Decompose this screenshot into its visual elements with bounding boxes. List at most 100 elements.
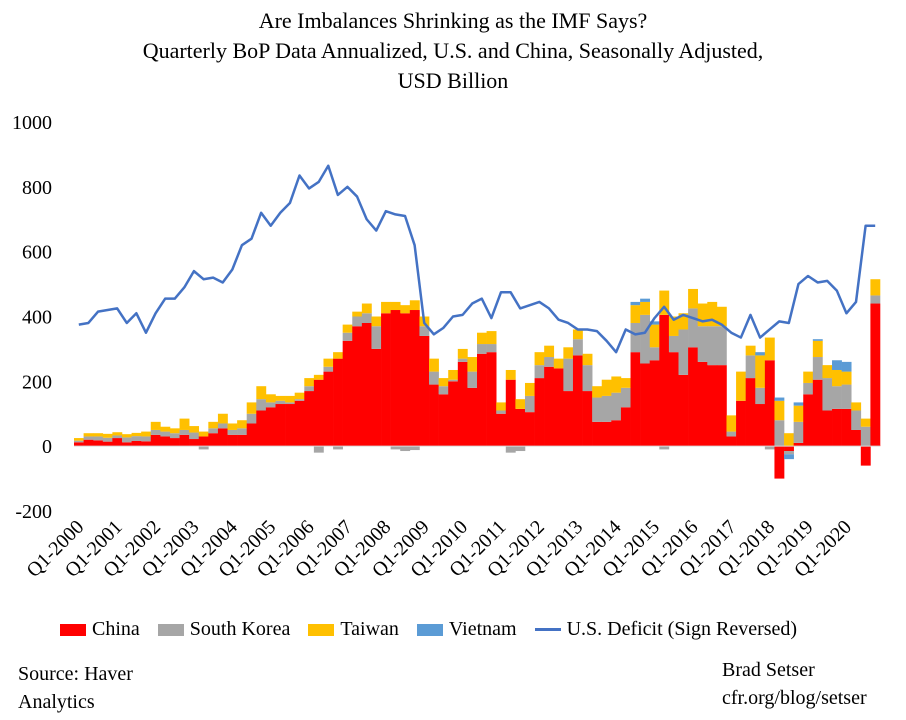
bar-taiwan xyxy=(620,378,631,388)
bar-taiwan xyxy=(630,305,641,323)
bar-china xyxy=(563,391,574,447)
bar-china xyxy=(688,347,698,447)
bar-vietnam xyxy=(640,298,651,302)
bar-china xyxy=(438,394,449,447)
bar-taiwan xyxy=(755,355,766,388)
bar-south-korea xyxy=(160,431,171,437)
bar-china xyxy=(572,355,583,447)
bar-taiwan xyxy=(515,399,526,409)
bar-china xyxy=(313,379,324,447)
bar-china xyxy=(371,348,382,447)
bar-south-korea xyxy=(400,446,411,452)
bar-taiwan xyxy=(601,379,612,396)
bar-taiwan xyxy=(486,331,497,345)
bar-vietnam xyxy=(832,360,842,370)
bar-china xyxy=(620,407,631,447)
legend-label: Vietnam xyxy=(448,618,517,640)
bar-china xyxy=(524,412,535,447)
source-line-2: Analytics xyxy=(18,691,95,713)
bar-taiwan xyxy=(112,432,123,436)
bar-taiwan xyxy=(429,358,439,372)
bar-vietnam xyxy=(755,352,766,356)
bar-taiwan xyxy=(467,357,478,372)
bar-south-korea xyxy=(150,429,161,435)
bar-south-korea xyxy=(870,295,881,304)
bar-south-korea xyxy=(189,432,200,440)
bar-taiwan xyxy=(764,337,775,361)
bar-taiwan xyxy=(505,369,516,380)
bar-south-korea xyxy=(112,435,123,439)
bar-china xyxy=(630,352,641,447)
bar-taiwan xyxy=(544,345,555,358)
bar-south-korea xyxy=(141,436,152,442)
bar-china xyxy=(352,326,363,447)
bar-china xyxy=(93,440,104,447)
bar-china xyxy=(745,378,756,447)
bar-south-korea xyxy=(832,386,842,409)
bar-taiwan xyxy=(169,428,180,434)
bar-china xyxy=(496,413,507,447)
bar-taiwan xyxy=(448,369,459,380)
line-us-deficit xyxy=(78,164,876,354)
bar-taiwan xyxy=(477,332,487,345)
bar-china xyxy=(256,410,267,447)
bar-china xyxy=(477,353,487,447)
bar-south-korea xyxy=(102,437,113,442)
bar-taiwan xyxy=(707,301,718,327)
bar-china xyxy=(851,429,862,447)
bar-taiwan xyxy=(189,426,200,433)
bar-taiwan xyxy=(860,418,871,427)
bar-china xyxy=(582,391,593,447)
bar-china xyxy=(592,421,603,447)
author-url: cfr.org/blog/setser xyxy=(722,687,867,709)
bar-china xyxy=(121,442,132,447)
bar-vietnam xyxy=(841,361,852,372)
bar-taiwan xyxy=(313,374,324,380)
bar-china xyxy=(150,434,161,447)
bar-china xyxy=(457,361,468,447)
bar-south-korea xyxy=(323,366,334,372)
bar-south-korea xyxy=(496,410,507,414)
bar-china xyxy=(169,438,180,447)
y-tick-label: 200 xyxy=(22,371,52,393)
bar-taiwan xyxy=(640,301,651,315)
legend-item: China xyxy=(60,618,140,641)
bar-taiwan xyxy=(870,279,881,296)
bar-south-korea xyxy=(256,399,267,411)
bar-south-korea xyxy=(544,357,555,367)
bar-taiwan xyxy=(361,303,372,314)
bar-south-korea xyxy=(227,429,238,435)
bar-taiwan xyxy=(246,402,257,414)
bar-china xyxy=(841,408,852,447)
bar-south-korea xyxy=(611,392,622,421)
bar-china xyxy=(678,374,689,447)
bar-china xyxy=(812,379,823,447)
bar-taiwan xyxy=(659,290,670,315)
bar-south-korea xyxy=(659,446,670,450)
bar-china xyxy=(601,421,612,447)
bar-china xyxy=(342,340,353,447)
source-note: Source: Haver Analytics xyxy=(18,660,218,716)
bar-china xyxy=(764,360,775,447)
bar-china xyxy=(237,434,248,447)
bar-taiwan xyxy=(381,301,391,314)
bar-china xyxy=(227,434,238,447)
bar-vietnam xyxy=(793,402,804,406)
legend-swatch xyxy=(534,628,561,631)
bar-south-korea xyxy=(592,397,603,422)
bar-south-korea xyxy=(803,382,814,395)
bar-south-korea xyxy=(352,316,363,327)
bar-vietnam xyxy=(784,454,794,460)
bar-china xyxy=(83,439,94,447)
bar-taiwan xyxy=(553,358,564,369)
bar-china xyxy=(409,310,420,447)
bar-south-korea xyxy=(390,446,401,450)
bar-china xyxy=(467,387,478,447)
bar-china xyxy=(640,363,651,447)
bar-china xyxy=(448,381,459,447)
legend-item: U.S. Deficit (Sign Reversed) xyxy=(534,618,797,641)
bar-taiwan xyxy=(841,371,852,385)
bar-taiwan xyxy=(371,316,382,327)
bar-taiwan xyxy=(812,340,823,358)
legend-swatch xyxy=(157,623,184,636)
